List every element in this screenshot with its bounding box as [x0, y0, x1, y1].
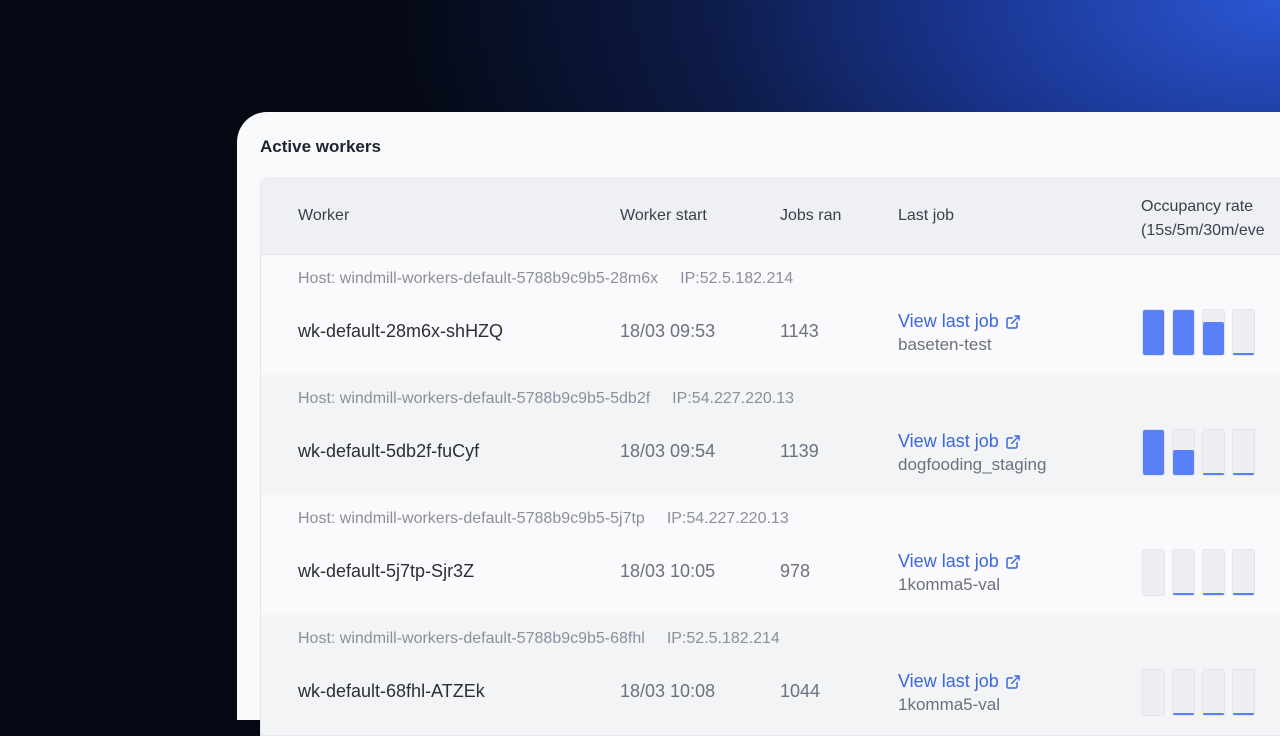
workers-table: Worker Worker start Jobs ran Last job Oc…	[260, 178, 1280, 736]
worker-start: 18/03 10:08	[620, 681, 716, 701]
view-last-job-label: View last job	[898, 551, 999, 571]
table-header: Worker Worker start Jobs ran Last job Oc…	[261, 179, 1280, 255]
occupancy-bar	[1142, 429, 1165, 476]
view-last-job-label: View last job	[898, 671, 999, 691]
worker-name: wk-default-28m6x-shHZQ	[298, 321, 504, 341]
occupancy-bar	[1232, 429, 1255, 476]
host-name: Host: windmill-workers-default-5788b9c9b…	[298, 630, 645, 647]
occupancy-bar	[1172, 309, 1195, 356]
occupancy-fill	[1203, 593, 1224, 595]
occupancy-fill	[1203, 713, 1224, 715]
view-last-job-link[interactable]: View last job	[898, 671, 1021, 692]
external-link-icon	[1006, 314, 1020, 329]
host-name: Host: windmill-workers-default-5788b9c9b…	[298, 390, 651, 407]
last-job-name: dogfooding_staging	[898, 455, 1047, 474]
section-title: Active workers	[260, 137, 381, 156]
view-last-job-link[interactable]: View last job	[898, 551, 1021, 572]
occupancy-fill	[1143, 310, 1164, 355]
view-last-job-label: View last job	[898, 311, 999, 331]
occupancy-fill	[1233, 712, 1254, 715]
occupancy-bar	[1202, 549, 1225, 596]
occupancy-bar	[1142, 669, 1165, 716]
occupancy-bar	[1202, 429, 1225, 476]
last-job-name: 1komma5-val	[898, 695, 1001, 714]
occupancy-bars	[1142, 549, 1255, 596]
external-link-icon	[1006, 434, 1020, 449]
jobs-ran: 1044	[780, 681, 821, 701]
view-last-job-label: View last job	[898, 431, 999, 451]
view-last-job-link[interactable]: View last job	[898, 431, 1046, 452]
occupancy-fill	[1233, 473, 1254, 475]
last-job: View last job 1komma5-val	[898, 551, 1021, 595]
worker-start: 18/03 09:54	[620, 441, 716, 461]
active-workers-card: Active workers Worker Worker start Jobs …	[237, 112, 1280, 736]
worker-group: Host: windmill-workers-default-5788b9c9b…	[261, 495, 1280, 615]
host-ip: IP:54.227.220.13	[666, 510, 789, 527]
occupancy-bars	[1142, 429, 1255, 476]
external-link-icon	[1006, 674, 1020, 689]
external-link-icon	[1006, 554, 1020, 569]
occupancy-fill	[1173, 593, 1194, 595]
occupancy-bar	[1232, 669, 1255, 716]
occupancy-fill	[1233, 593, 1254, 595]
worker-start: 18/03 10:05	[620, 561, 716, 581]
occupancy-bar	[1172, 429, 1195, 476]
host-ip: IP:52.5.182.214	[680, 270, 794, 287]
occupancy-fill	[1143, 430, 1164, 475]
worker-group: Host: windmill-workers-default-5788b9c9b…	[261, 375, 1280, 495]
worker-group: Host: windmill-workers-default-5788b9c9b…	[261, 255, 1280, 375]
occupancy-fill	[1173, 310, 1194, 355]
occupancy-fill	[1173, 450, 1194, 475]
occupancy-bar	[1172, 669, 1195, 716]
header-occupancy-label: Occupancy rate	[1141, 198, 1254, 215]
host-info: Host: windmill-workers-default-5788b9c9b…	[298, 390, 794, 408]
host-ip: IP:54.227.220.13	[672, 390, 795, 407]
occupancy-fill	[1203, 473, 1224, 475]
worker-group: Host: windmill-workers-default-5788b9c9b…	[261, 615, 1280, 735]
occupancy-bar	[1232, 549, 1255, 596]
occupancy-bars	[1142, 669, 1255, 716]
jobs-ran: 978	[780, 561, 811, 581]
host-ip: IP:52.5.182.214	[666, 630, 780, 647]
jobs-ran: 1143	[780, 321, 819, 341]
occupancy-bar	[1202, 309, 1225, 356]
occupancy-bar	[1172, 549, 1195, 596]
occupancy-fill	[1233, 353, 1254, 355]
occupancy-bar	[1142, 549, 1165, 596]
jobs-ran: 1139	[780, 441, 819, 461]
table-body: Host: windmill-workers-default-5788b9c9b…	[261, 255, 1280, 735]
header-worker-start: Worker start	[620, 207, 707, 224]
host-name: Host: windmill-workers-default-5788b9c9b…	[298, 270, 659, 287]
occupancy-fill	[1173, 713, 1194, 715]
last-job-name: 1komma5-val	[898, 575, 1001, 594]
header-last-job: Last job	[898, 207, 955, 224]
occupancy-bar	[1142, 309, 1165, 356]
last-job: View last job dogfooding_staging	[898, 431, 1046, 475]
occupancy-bar	[1232, 309, 1255, 356]
host-info: Host: windmill-workers-default-5788b9c9b…	[298, 270, 793, 288]
occupancy-bar	[1202, 669, 1225, 716]
worker-name: wk-default-68fhl-ATZEk	[298, 681, 485, 701]
host-name: Host: windmill-workers-default-5788b9c9b…	[298, 510, 645, 527]
last-job: View last job 1komma5-val	[898, 671, 1021, 715]
last-job-name: baseten-test	[898, 335, 992, 354]
last-job: View last job baseten-test	[898, 311, 1021, 355]
header-jobs-ran: Jobs ran	[780, 207, 842, 224]
host-info: Host: windmill-workers-default-5788b9c9b…	[298, 630, 780, 648]
host-info: Host: windmill-workers-default-5788b9c9b…	[298, 510, 789, 528]
worker-name: wk-default-5j7tp-Sjr3Z	[298, 561, 475, 581]
view-last-job-link[interactable]: View last job	[898, 311, 1021, 332]
header-occupancy: Occupancy rate (15s/5m/30m/eve	[1141, 195, 1265, 243]
header-occupancy-sub: (15s/5m/30m/eve	[1141, 222, 1265, 239]
occupancy-fill	[1203, 321, 1224, 355]
worker-start: 18/03 09:53	[620, 321, 716, 341]
worker-name: wk-default-5db2f-fuCyf	[298, 441, 480, 461]
occupancy-bars	[1142, 309, 1255, 356]
header-worker: Worker	[298, 207, 350, 224]
